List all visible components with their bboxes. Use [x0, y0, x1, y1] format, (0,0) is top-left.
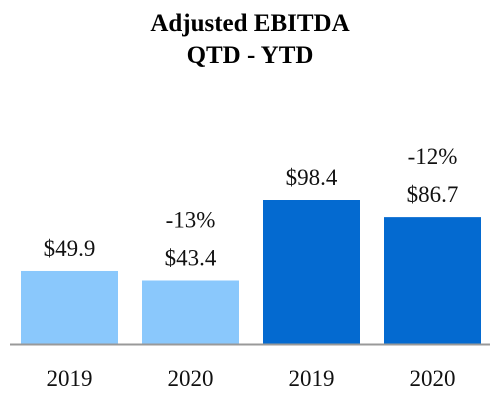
x-tick-label-3: 2020	[410, 366, 456, 391]
bar-3	[384, 217, 481, 344]
bar-value-label-2: $98.4	[286, 165, 338, 190]
chart-title-line-2: QTD - YTD	[186, 42, 314, 69]
bar-2	[263, 200, 360, 344]
x-tick-label-1: 2020	[168, 366, 214, 391]
change-label-3: -12%	[408, 144, 458, 169]
bar-value-label-3: $86.7	[407, 182, 459, 207]
bar-1	[142, 280, 239, 344]
bar-value-label-1: $43.4	[165, 245, 217, 270]
chart-title-line-1: Adjusted EBITDA	[150, 10, 350, 37]
x-tick-label-0: 2019	[47, 366, 93, 391]
bar-value-label-0: $49.9	[44, 236, 96, 261]
change-label-1: -13%	[166, 207, 216, 232]
bar-0	[21, 270, 118, 344]
x-tick-label-2: 2019	[289, 366, 335, 391]
